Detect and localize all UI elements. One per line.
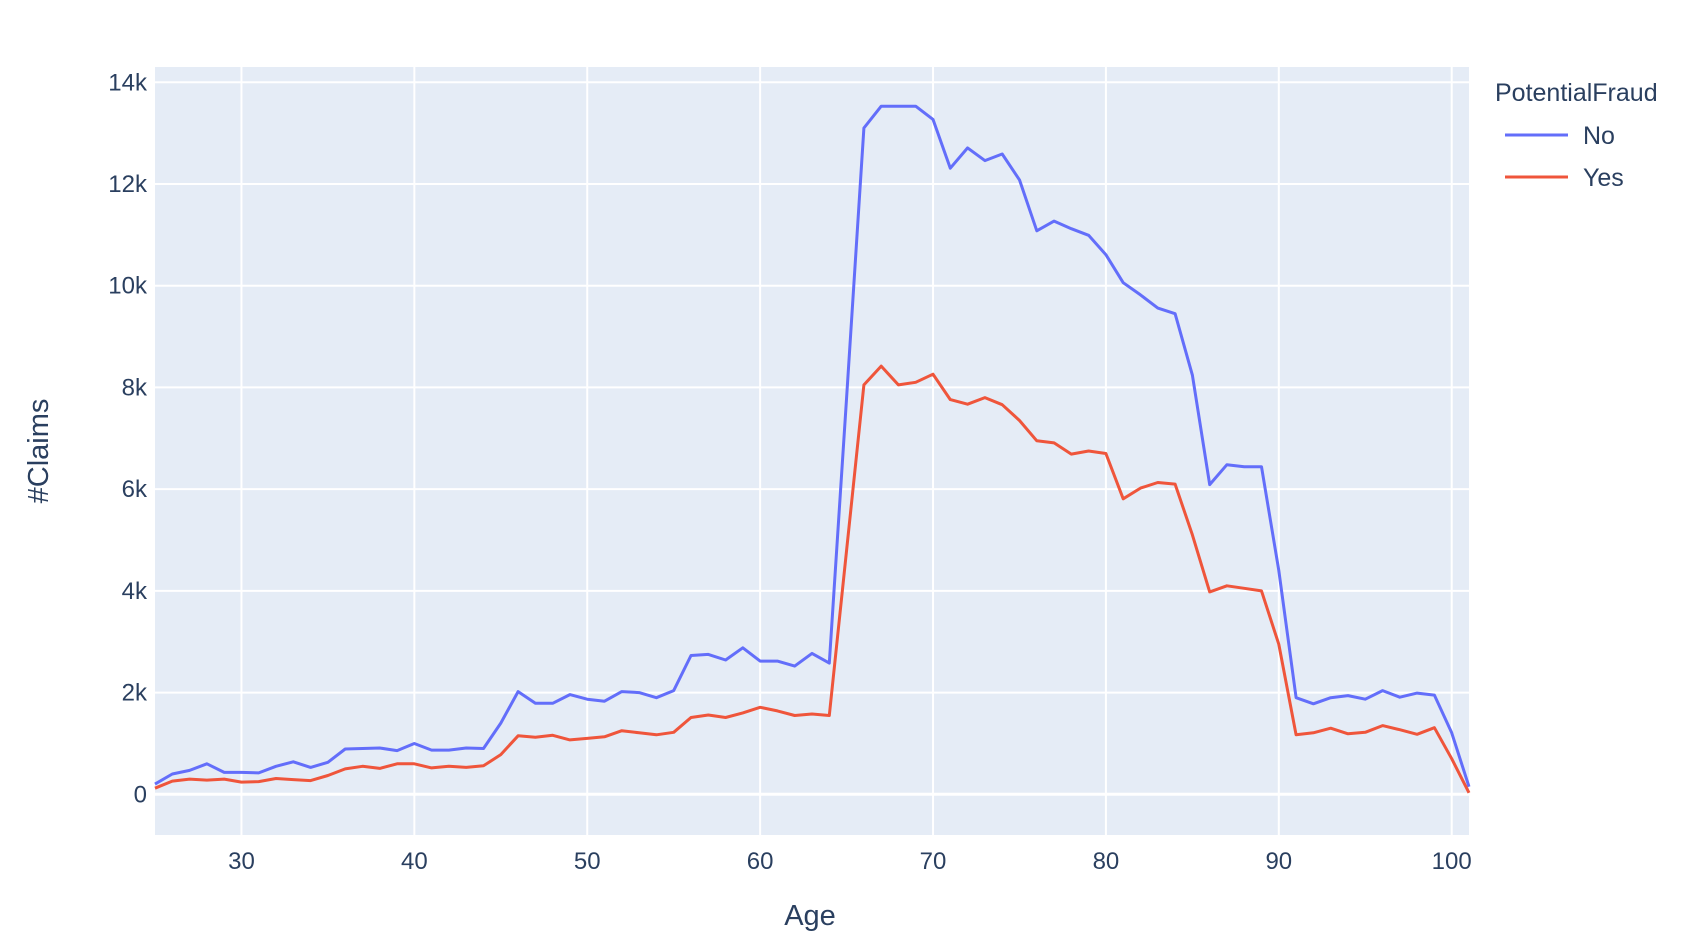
y-axis-title: #Claims: [23, 399, 55, 504]
x-tick-label-70: 70: [920, 848, 947, 875]
x-axis-title: Age: [784, 900, 836, 932]
legend[interactable]: PotentialFraud No Yes: [1495, 79, 1658, 192]
y-tick-label-6000: 6k: [122, 476, 148, 503]
legend-label-yes: Yes: [1583, 164, 1624, 192]
legend-item-yes[interactable]: Yes: [1505, 164, 1624, 192]
y-tick-label-8000: 8k: [122, 374, 148, 401]
y-gridlines: [155, 81, 1469, 796]
series-lines: [154, 104, 1471, 794]
y-tick-label-10000: 10k: [108, 273, 148, 300]
x-tick-label-40: 40: [401, 848, 428, 875]
plot-background: [155, 67, 1469, 835]
x-tick-label-90: 90: [1265, 848, 1292, 875]
x-tick-labels: 30 40 50 60 70 80 90 100: [228, 848, 1472, 875]
y-tick-label-12000: 12k: [108, 171, 148, 198]
legend-label-no: No: [1583, 122, 1615, 150]
x-gridlines: [240, 67, 1453, 835]
y-tick-label-14000: 14k: [108, 69, 148, 96]
x-tick-label-80: 80: [1093, 848, 1120, 875]
x-tick-label-60: 60: [747, 848, 774, 875]
series-line-no[interactable]: [154, 104, 1471, 788]
y-tick-label-4000: 4k: [122, 578, 148, 605]
x-tick-label-100: 100: [1432, 848, 1472, 875]
y-tick-labels: 0 2k 4k 6k 8k 10k 12k 14k: [108, 69, 148, 808]
series-line-yes[interactable]: [154, 364, 1471, 794]
y-tick-label-0: 0: [134, 781, 147, 808]
x-tick-label-30: 30: [228, 848, 255, 875]
x-tick-label-50: 50: [574, 848, 601, 875]
y-tick-label-2000: 2k: [122, 680, 148, 707]
legend-item-no[interactable]: No: [1505, 122, 1615, 150]
legend-title: PotentialFraud: [1495, 79, 1658, 107]
